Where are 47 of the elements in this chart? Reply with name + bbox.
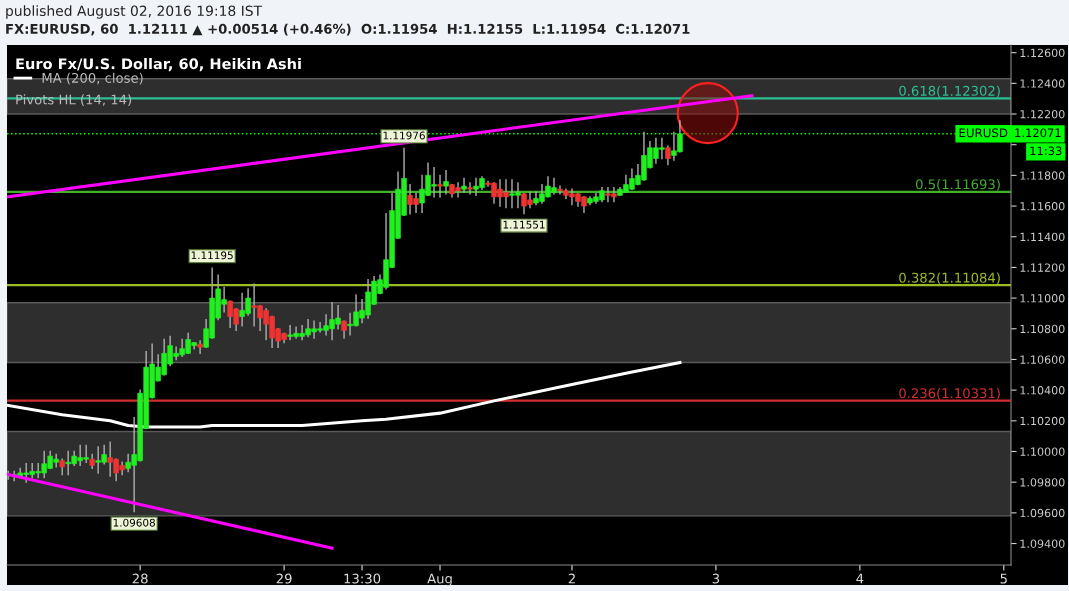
candlestick xyxy=(665,145,671,166)
y-tick-label: 1.11600 xyxy=(1020,202,1065,211)
y-tick-label: 1.11800 xyxy=(1020,171,1065,180)
candlestick xyxy=(461,177,467,193)
y-tick-label: 1.09400 xyxy=(1020,539,1065,548)
chart-subtitle: FX:EURUSD, 60 1.12111 ▲ +0.00514 (+0.46%) O:1.11954 H:1.12155 L:1.11954 C:1.12071 xyxy=(6,23,690,36)
y-tick-label: 1.10600 xyxy=(1020,355,1065,364)
text: 11:33 xyxy=(1030,146,1062,156)
annotation: 1.11551 xyxy=(503,220,545,229)
annotation: 1.11195 xyxy=(191,251,233,260)
line-series xyxy=(7,360,682,429)
ref-line-label: 0.236(1.10331) xyxy=(899,387,1000,400)
y-tick-label: 1.10800 xyxy=(1020,324,1065,334)
annotation: 1.11976 xyxy=(383,131,425,140)
y-tick-label: 1.11000 xyxy=(1020,294,1065,303)
y-tick-label: 1.11200 xyxy=(1020,263,1065,272)
x-tick-label: 4 xyxy=(856,573,864,584)
x-tick-label: 28 xyxy=(132,573,148,584)
x-tick-label: 29 xyxy=(276,573,292,584)
x-tick-label: 2 xyxy=(568,573,575,584)
candlestick xyxy=(467,182,473,195)
y-tick-label: 1.09600 xyxy=(1020,508,1065,518)
text: published August 02, 2016 19:18 IST xyxy=(6,5,263,19)
x-tick-label: 13:30 xyxy=(344,573,381,584)
y-tick-label: 1.12600 xyxy=(1020,48,1065,58)
text: 1.12071 xyxy=(1015,128,1061,138)
y-tick-label: 1.12400 xyxy=(1020,79,1065,88)
ref-line-label: 0.5(1.11693) xyxy=(915,179,1000,191)
candlestick xyxy=(443,170,449,195)
x-tick-label: 5 xyxy=(1000,573,1007,584)
x-tick-label: 3 xyxy=(712,573,720,584)
text: Euro Fx/U.S. Dollar, 60, Heikin Ashi xyxy=(16,58,301,72)
y-tick-label: 1.11400 xyxy=(1020,232,1065,242)
annotation: 1.09608 xyxy=(113,518,155,527)
y-tick-label: 1.09800 xyxy=(1020,478,1065,487)
ref-line-label: EURUSD xyxy=(959,128,1008,138)
legend-label: MA (200, close) xyxy=(42,72,143,85)
y-tick-label: 1.10000 xyxy=(1020,447,1065,456)
y-tick-label: 1.12200 xyxy=(1020,110,1065,119)
ref-line-label: 0.382(1.11084) xyxy=(899,272,1000,285)
ref-line-label: 0.618(1.12302) xyxy=(899,85,1000,98)
x-tick-label: Aug xyxy=(427,573,452,587)
y-tick-label: 1.10200 xyxy=(1020,416,1065,426)
candlestick xyxy=(59,458,65,476)
candlestick xyxy=(197,340,203,355)
y-tick-label: 1.10400 xyxy=(1020,386,1065,395)
candlestick xyxy=(437,174,443,198)
